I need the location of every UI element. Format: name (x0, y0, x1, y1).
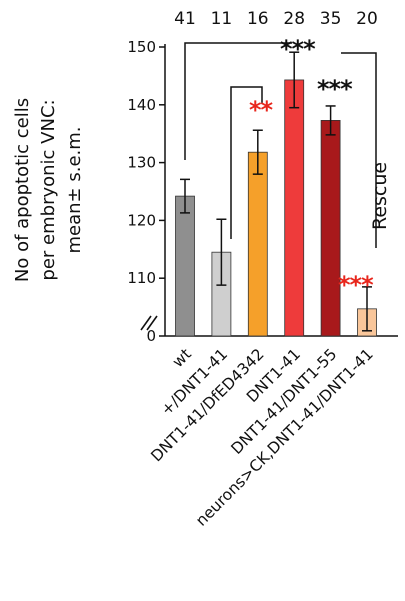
error-bar (216, 218, 227, 286)
sample-size-label: 41 (174, 9, 196, 29)
sig-stars-rescue: *** (338, 271, 374, 299)
y-axis-title-line-1: No of apoptotic cells (12, 98, 33, 282)
y-tick-label: 110 (127, 269, 156, 287)
sig-stars-dfed: ** (249, 96, 274, 124)
y-tick-label: 120 (127, 211, 156, 229)
bar (175, 195, 195, 337)
error-bar (362, 286, 372, 332)
error-bar (252, 129, 263, 175)
y-tick-label: 150 (127, 38, 156, 56)
category-label: wt (169, 345, 195, 371)
bar (247, 151, 268, 337)
bar (284, 79, 305, 337)
y-tick-label: 130 (127, 154, 156, 172)
sample-size-label: 16 (247, 9, 269, 29)
y-axis-title-line-3: mean± s.e.m. (64, 126, 85, 253)
y-tick-label: 140 (127, 96, 156, 114)
sig-stars-mid: *** (317, 75, 353, 103)
category-labels: wt+/DNT1-41DNT1-41/DfED4342DNT1-41DNT1-4… (147, 345, 376, 530)
bracket-wt-to-dnt1-41 (184, 42, 292, 160)
axis-break-marks (140, 315, 158, 331)
y-axis-title-line-2: per embryonic VNC: (38, 99, 59, 280)
bracket-dnt1-55-to-rescue (341, 52, 377, 248)
y-tick-label: 0 (146, 327, 156, 345)
sample-size-labels: 41 11 16 28 35 20 (174, 9, 378, 29)
rescue-label: Rescue (369, 162, 391, 230)
error-bar (325, 105, 336, 136)
sig-stars-top: *** (280, 35, 316, 63)
sample-size-label: 11 (211, 9, 233, 29)
bars (175, 51, 377, 337)
bar (320, 120, 341, 337)
y-axis-ticks: 0 110 120 130 140 150 (127, 38, 165, 345)
bracket-dnt1-41-to-dfed (230, 86, 263, 239)
significance-brackets (184, 42, 377, 248)
sample-size-label: 35 (320, 9, 342, 29)
error-bar (289, 51, 300, 109)
sample-size-label: 20 (356, 9, 378, 29)
sample-size-label: 28 (283, 9, 305, 29)
error-bar (180, 178, 190, 214)
y-axis-title: No of apoptotic cells per embryonic VNC:… (12, 98, 85, 282)
